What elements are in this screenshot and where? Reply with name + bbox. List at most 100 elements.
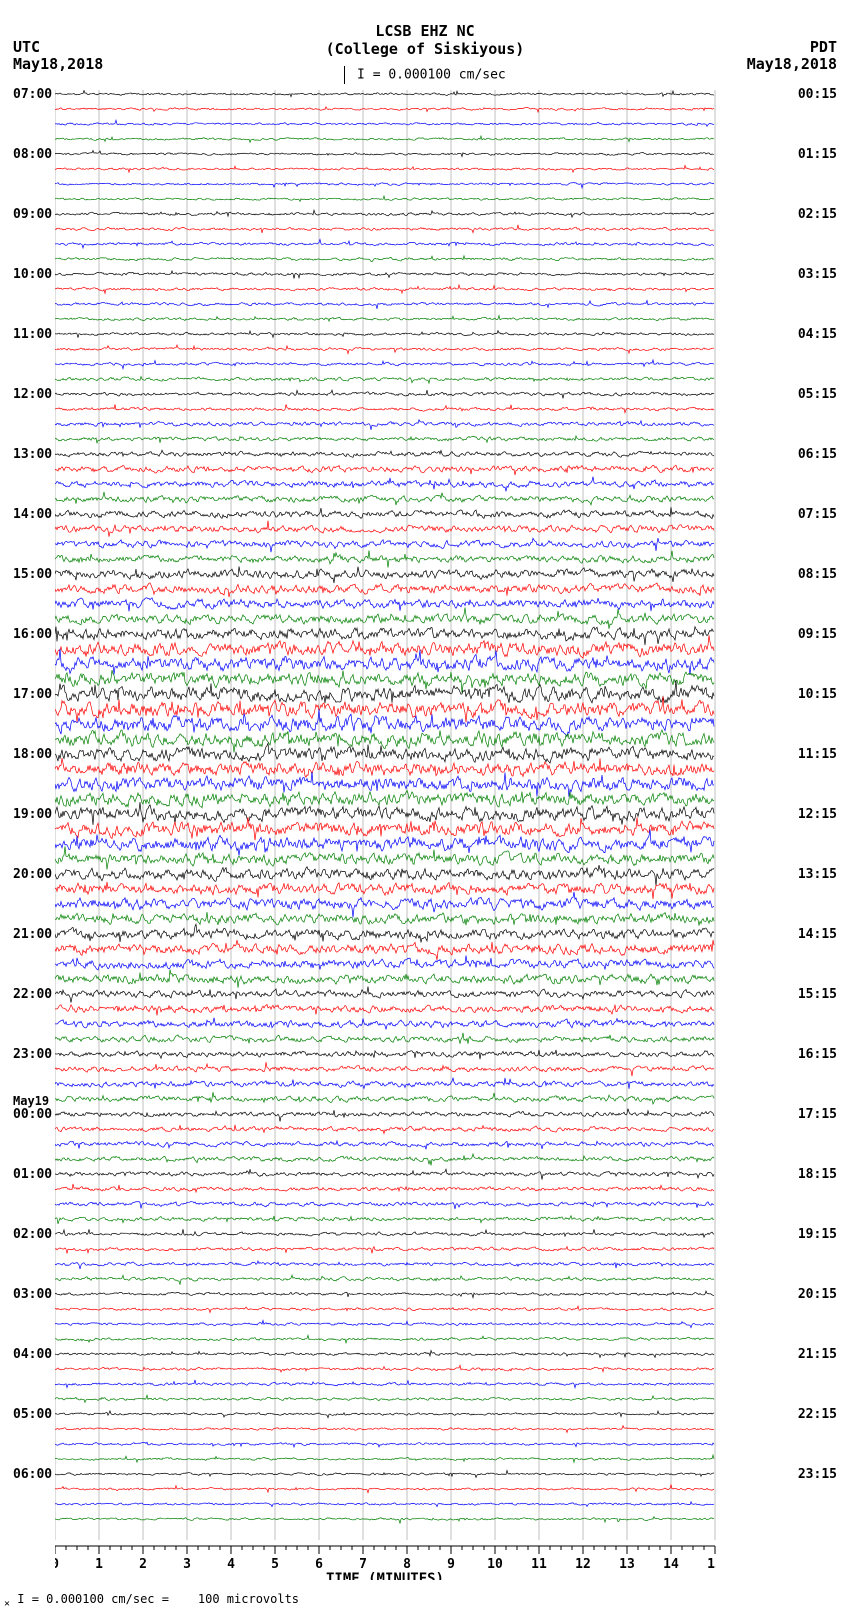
date-left: May18,2018 (13, 55, 103, 73)
trace (55, 271, 714, 279)
utc-hour-label: 13:00 (13, 447, 52, 462)
trace (55, 521, 714, 537)
trace (55, 956, 714, 971)
trace (55, 1365, 714, 1372)
trace (55, 1201, 714, 1209)
svg-text:13: 13 (619, 1557, 635, 1572)
trace (55, 301, 714, 309)
trace (55, 1335, 714, 1343)
utc-hour-label: 10:00 (13, 267, 52, 282)
trace (55, 627, 714, 646)
svg-text:4: 4 (227, 1557, 235, 1572)
trace (55, 987, 714, 1003)
trace (55, 316, 714, 322)
trace (55, 1261, 714, 1269)
trace (55, 1078, 714, 1089)
utc-hour-label: 22:00 (13, 987, 52, 1002)
trace (55, 151, 714, 157)
trace (55, 1395, 714, 1402)
trace (55, 1062, 714, 1076)
trace (55, 1321, 714, 1328)
svg-text:7: 7 (359, 1557, 367, 1572)
trace (55, 331, 714, 338)
local-hour-label: 11:15 (798, 747, 837, 762)
scale-bar-icon (344, 66, 345, 84)
utc-hour-label: 23:00 (13, 1047, 52, 1062)
utc-hour-label: 11:00 (13, 327, 52, 342)
local-hour-label: 18:15 (798, 1167, 837, 1182)
svg-text:14: 14 (663, 1557, 679, 1572)
trace (55, 758, 714, 777)
local-hour-label: 09:15 (798, 627, 837, 642)
trace (55, 1005, 714, 1016)
local-hour-label: 05:15 (798, 387, 837, 402)
utc-hour-label: 03:00 (13, 1287, 52, 1302)
svg-text:6: 6 (315, 1557, 323, 1572)
trace (55, 1050, 714, 1059)
utc-hour-label: 20:00 (13, 867, 52, 882)
trace (55, 345, 714, 354)
svg-text:12: 12 (575, 1557, 591, 1572)
date-right: May18,2018 (747, 55, 837, 73)
utc-hour-label: 05:00 (13, 1407, 52, 1422)
utc-hour-label: 18:00 (13, 747, 52, 762)
trace (55, 1216, 714, 1224)
local-hour-label: 03:15 (798, 267, 837, 282)
trace (55, 892, 714, 918)
trace (55, 1484, 714, 1492)
trace (55, 1033, 714, 1044)
trace (55, 1018, 714, 1030)
trace (55, 608, 714, 629)
timezone-right: PDT (810, 38, 837, 56)
trace (55, 377, 714, 384)
svg-text:5: 5 (271, 1557, 279, 1572)
svg-text:9: 9 (447, 1557, 455, 1572)
local-hour-label: 23:15 (798, 1467, 837, 1482)
svg-text:10: 10 (487, 1557, 503, 1572)
trace (55, 360, 714, 369)
utc-hour-label: 02:00 (13, 1227, 52, 1242)
local-hour-label: 14:15 (798, 927, 837, 942)
local-hour-label: 20:15 (798, 1287, 837, 1302)
trace (55, 1291, 714, 1298)
midnight-date-label: May19 (13, 1094, 49, 1108)
trace (55, 772, 714, 797)
trace (55, 90, 714, 96)
local-hour-label: 17:15 (798, 1107, 837, 1122)
local-hour-label: 01:15 (798, 147, 837, 162)
trace (55, 680, 714, 703)
trace (55, 940, 714, 960)
utc-hour-label: 04:00 (13, 1347, 52, 1362)
trace (55, 550, 714, 567)
trace (55, 598, 714, 612)
local-hour-label: 10:15 (798, 687, 837, 702)
local-hour-label: 19:15 (798, 1227, 837, 1242)
trace (55, 865, 714, 886)
local-hour-label: 08:15 (798, 567, 837, 582)
trace (55, 924, 714, 942)
trace (55, 196, 714, 201)
trace (55, 829, 714, 855)
utc-hour-label: 08:00 (13, 147, 52, 162)
svg-text:1: 1 (95, 1557, 103, 1572)
local-hour-label: 02:15 (798, 207, 837, 222)
trace (55, 743, 714, 763)
trace (55, 1275, 714, 1285)
trace (55, 1109, 714, 1122)
trace (55, 1351, 714, 1358)
local-hour-label: 13:15 (798, 867, 837, 882)
trace (55, 882, 714, 899)
trace (55, 1502, 714, 1507)
trace (55, 1442, 714, 1447)
local-hour-label: 12:15 (798, 807, 837, 822)
trace (55, 1426, 714, 1433)
trace (55, 107, 714, 112)
utc-hour-label: 12:00 (13, 387, 52, 402)
trace (55, 1455, 714, 1462)
trace (55, 1125, 714, 1134)
seismogram-svg: 0123456789101112131415TIME (MINUTES) (55, 90, 716, 1580)
svg-text:3: 3 (183, 1557, 191, 1572)
local-hour-label: 07:15 (798, 507, 837, 522)
local-hour-label: 15:15 (798, 987, 837, 1002)
trace (55, 1380, 714, 1388)
